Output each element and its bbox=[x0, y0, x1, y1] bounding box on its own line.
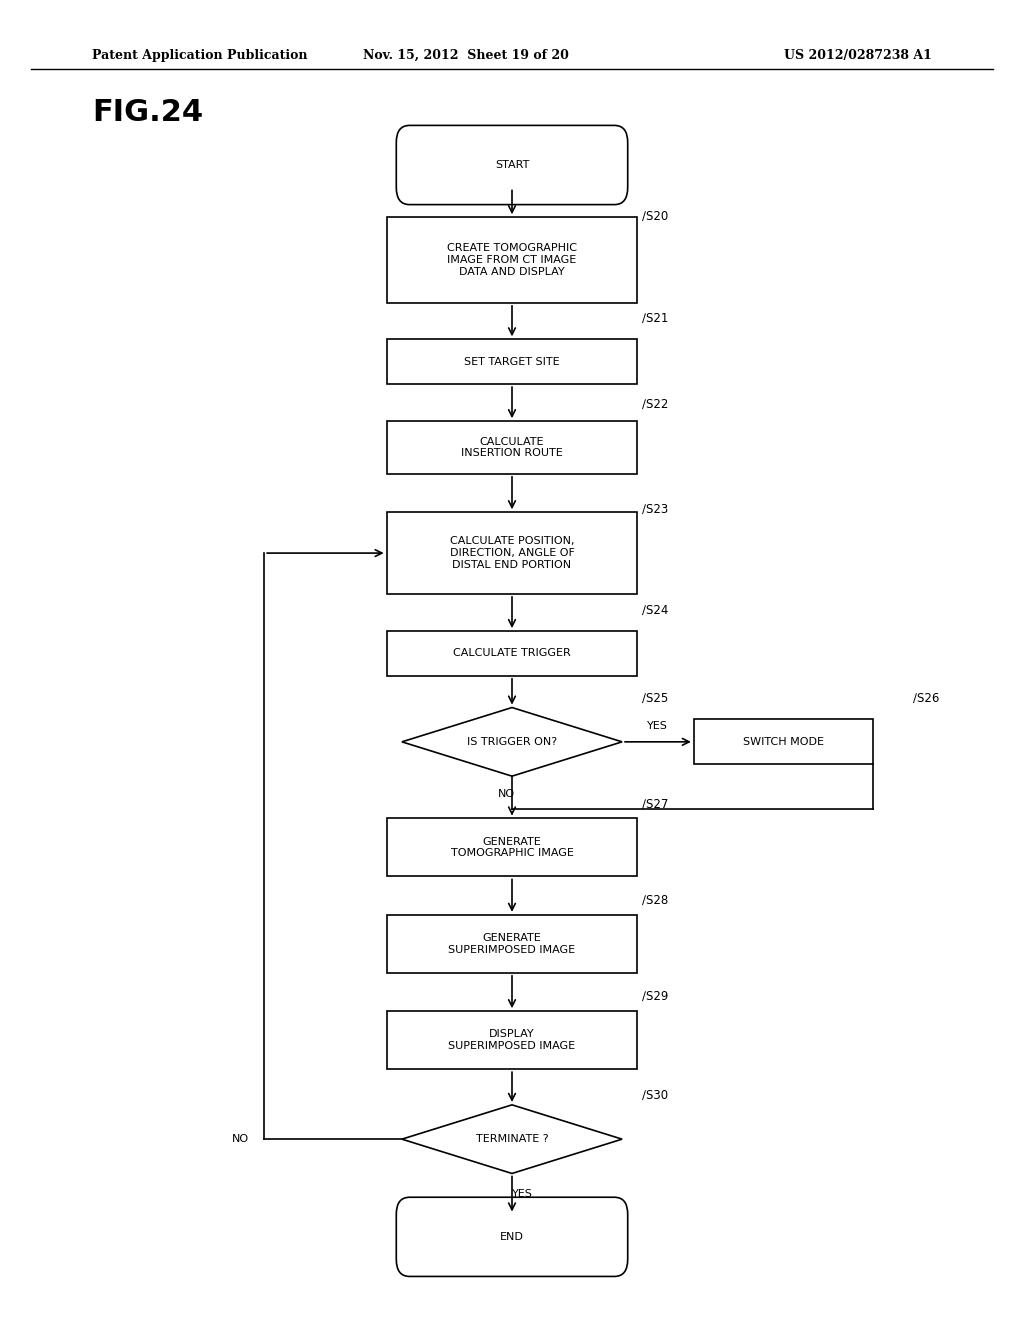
Text: ∕S24: ∕S24 bbox=[642, 603, 669, 616]
Text: IS TRIGGER ON?: IS TRIGGER ON? bbox=[467, 737, 557, 747]
FancyBboxPatch shape bbox=[387, 1011, 637, 1069]
FancyBboxPatch shape bbox=[387, 339, 637, 384]
Text: ∕S26: ∕S26 bbox=[913, 692, 940, 705]
Polygon shape bbox=[401, 1105, 623, 1173]
FancyBboxPatch shape bbox=[387, 631, 637, 676]
Text: END: END bbox=[500, 1232, 524, 1242]
Text: ∕S23: ∕S23 bbox=[642, 503, 669, 516]
FancyBboxPatch shape bbox=[694, 719, 872, 764]
Text: Patent Application Publication: Patent Application Publication bbox=[92, 49, 307, 62]
FancyBboxPatch shape bbox=[387, 216, 637, 302]
FancyBboxPatch shape bbox=[396, 1197, 628, 1276]
Text: CREATE TOMOGRAPHIC
IMAGE FROM CT IMAGE
DATA AND DISPLAY: CREATE TOMOGRAPHIC IMAGE FROM CT IMAGE D… bbox=[447, 243, 577, 277]
FancyBboxPatch shape bbox=[396, 125, 628, 205]
Text: YES: YES bbox=[512, 1189, 532, 1199]
Text: ∕S30: ∕S30 bbox=[642, 1089, 669, 1102]
Text: GENERATE
TOMOGRAPHIC IMAGE: GENERATE TOMOGRAPHIC IMAGE bbox=[451, 837, 573, 858]
Text: CALCULATE
INSERTION ROUTE: CALCULATE INSERTION ROUTE bbox=[461, 437, 563, 458]
FancyBboxPatch shape bbox=[387, 818, 637, 876]
Text: ∕S29: ∕S29 bbox=[642, 990, 669, 1003]
Text: START: START bbox=[495, 160, 529, 170]
Text: ∕S28: ∕S28 bbox=[642, 894, 669, 907]
Text: GENERATE
SUPERIMPOSED IMAGE: GENERATE SUPERIMPOSED IMAGE bbox=[449, 933, 575, 954]
FancyBboxPatch shape bbox=[387, 512, 637, 594]
Text: ∕S27: ∕S27 bbox=[642, 797, 669, 810]
Text: NO: NO bbox=[499, 789, 515, 800]
Text: DISPLAY
SUPERIMPOSED IMAGE: DISPLAY SUPERIMPOSED IMAGE bbox=[449, 1030, 575, 1051]
Text: ∕S25: ∕S25 bbox=[642, 692, 669, 705]
Text: CALCULATE POSITION,
DIRECTION, ANGLE OF
DISTAL END PORTION: CALCULATE POSITION, DIRECTION, ANGLE OF … bbox=[450, 536, 574, 570]
Text: YES: YES bbox=[647, 721, 669, 731]
FancyBboxPatch shape bbox=[387, 421, 637, 474]
Polygon shape bbox=[401, 708, 623, 776]
Text: SET TARGET SITE: SET TARGET SITE bbox=[464, 356, 560, 367]
Text: ∕S20: ∕S20 bbox=[642, 210, 669, 223]
Text: ∕S21: ∕S21 bbox=[642, 312, 669, 325]
FancyBboxPatch shape bbox=[387, 915, 637, 973]
Text: CALCULATE TRIGGER: CALCULATE TRIGGER bbox=[454, 648, 570, 659]
Text: ∕S22: ∕S22 bbox=[642, 397, 669, 411]
Text: Nov. 15, 2012  Sheet 19 of 20: Nov. 15, 2012 Sheet 19 of 20 bbox=[362, 49, 569, 62]
Text: SWITCH MODE: SWITCH MODE bbox=[742, 737, 824, 747]
Text: US 2012/0287238 A1: US 2012/0287238 A1 bbox=[784, 49, 932, 62]
Text: TERMINATE ?: TERMINATE ? bbox=[476, 1134, 548, 1144]
Text: FIG.24: FIG.24 bbox=[92, 98, 204, 127]
Text: NO: NO bbox=[231, 1134, 249, 1144]
